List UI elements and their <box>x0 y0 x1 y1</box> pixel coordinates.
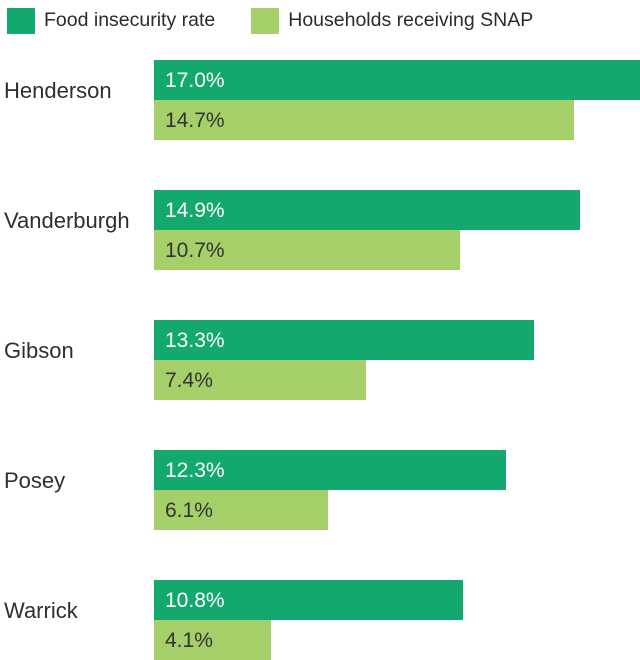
bar-snap[interactable]: 10.7% <box>154 230 460 270</box>
bar-value-label: 14.9% <box>165 198 225 222</box>
bar-value-label: 4.1% <box>165 628 213 652</box>
bar-group: Henderson 17.0% 14.7% <box>0 42 640 140</box>
bar-value-label: 6.1% <box>165 498 213 522</box>
chart-legend: Food insecurity rate Households receivin… <box>0 0 640 42</box>
category-label: Vanderburgh <box>4 208 130 233</box>
bar-group: Vanderburgh 14.9% 10.7% <box>0 172 640 270</box>
category-label: Henderson <box>4 78 112 103</box>
bar-snap[interactable]: 4.1% <box>154 620 271 660</box>
bar-value-label: 10.7% <box>165 238 225 262</box>
bar-value-label: 14.7% <box>165 108 225 132</box>
bar-food-insecurity[interactable]: 10.8% <box>154 580 463 620</box>
legend-label-snap: Households receiving SNAP <box>288 9 534 32</box>
bar-food-insecurity[interactable]: 13.3% <box>154 320 534 360</box>
legend-item-food-insecurity[interactable]: Food insecurity rate <box>7 0 215 42</box>
category-label: Posey <box>4 468 66 493</box>
bar-food-insecurity[interactable]: 12.3% <box>154 450 506 490</box>
category-label: Gibson <box>4 338 74 363</box>
category-label: Warrick <box>4 598 78 623</box>
bar-group: Posey 12.3% 6.1% <box>0 432 640 530</box>
bar-value-label: 10.8% <box>165 588 225 612</box>
legend-swatch-snap-icon <box>251 8 280 34</box>
bar-group: Gibson 13.3% 7.4% <box>0 302 640 400</box>
bar-food-insecurity[interactable]: 14.9% <box>154 190 580 230</box>
bar-food-insecurity[interactable]: 17.0% <box>154 60 640 100</box>
bar-value-label: 13.3% <box>165 328 225 352</box>
bar-value-label: 12.3% <box>165 458 225 482</box>
bar-snap[interactable]: 6.1% <box>154 490 328 530</box>
legend-item-snap[interactable]: Households receiving SNAP <box>251 0 533 42</box>
bar-snap[interactable]: 7.4% <box>154 360 366 400</box>
bar-value-label: 7.4% <box>165 368 213 392</box>
bar-chart-plot-area: Henderson 17.0% 14.7% Vanderburgh 14.9% 10.7%… <box>0 42 640 660</box>
legend-swatch-food-insecurity-icon <box>7 8 35 34</box>
bar-group: Warrick 10.8% 4.1% <box>0 562 640 660</box>
bar-snap[interactable]: 14.7% <box>154 100 574 140</box>
bar-value-label: 17.0% <box>165 68 225 92</box>
legend-label-food-insecurity: Food insecurity rate <box>44 9 216 32</box>
